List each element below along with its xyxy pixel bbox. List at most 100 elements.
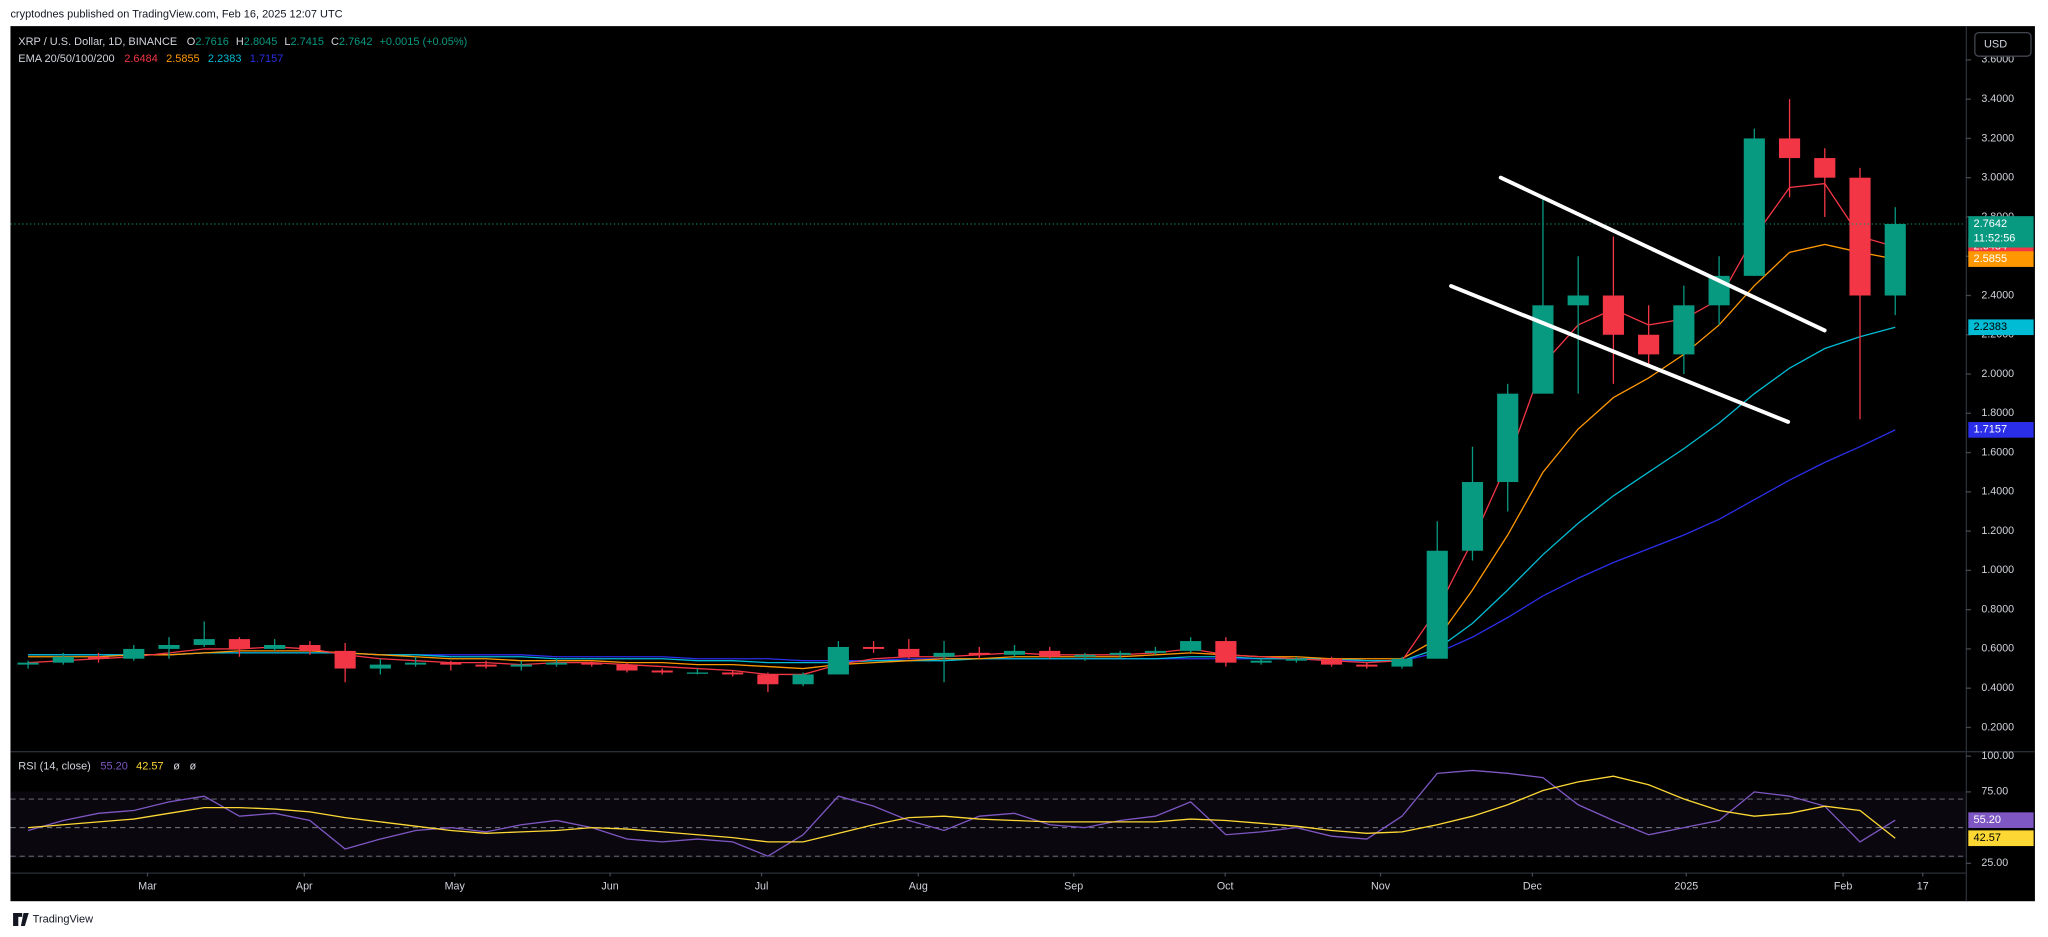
- rsi-tag-label: 42.57: [1974, 832, 2001, 844]
- price-tag: [1968, 216, 2034, 248]
- y-tick-label: 100.00: [1981, 750, 2014, 762]
- rsi-line: [28, 775, 1896, 843]
- candle-body: [369, 664, 391, 669]
- y-tick-label: 2.0000: [1981, 368, 2014, 380]
- y-tick-label: 1.0000: [1981, 564, 2014, 576]
- y-tick-label: 3.2000: [1981, 132, 2014, 144]
- price-tag-label: 2.5855: [1974, 253, 2008, 265]
- y-tick-label: 0.2000: [1981, 721, 2014, 733]
- ema-value: 1.7157: [250, 53, 284, 65]
- candle-body: [87, 656, 110, 659]
- x-tick-label: Feb: [1834, 881, 1852, 893]
- plot: 0.2000 0.4000 0.6000 0.8000 1.0000 1.2000 1.40…: [10, 54, 2014, 893]
- candle-body: [1743, 138, 1765, 276]
- candle-body: [792, 674, 814, 685]
- trendline: [1449, 284, 1791, 424]
- x-tick-label: Aug: [909, 881, 928, 893]
- rsi-legend: RSI (14, close) 55.20 42.57 ø ø: [18, 761, 196, 773]
- x-tick-label: Sep: [1064, 881, 1083, 893]
- candle-body: [510, 664, 532, 667]
- ohlc-key: O: [187, 36, 196, 48]
- candle-body: [1074, 654, 1096, 657]
- rsi-extra: ø: [190, 761, 197, 773]
- candle-body: [1532, 305, 1554, 394]
- candle-body: [1778, 138, 1801, 159]
- candle-body: [1884, 223, 1906, 296]
- candle-body: [52, 656, 74, 663]
- ema-title: EMA 20/50/100/200: [18, 53, 114, 65]
- price-tag-label: 2.7642: [1974, 218, 2008, 230]
- y-tick-label: 1.8000: [1981, 407, 2014, 419]
- currency-label[interactable]: USD: [1984, 38, 2007, 50]
- candle-body: [1461, 482, 1484, 551]
- candle-body: [1602, 295, 1624, 335]
- candle-body: [1638, 334, 1660, 355]
- candle-body: [863, 646, 885, 649]
- candle-body: [1391, 658, 1413, 667]
- candle-body: [545, 662, 568, 665]
- candle-body: [1814, 158, 1836, 178]
- brand: TradingView: [33, 913, 93, 925]
- candle-body: [1673, 305, 1695, 355]
- countdown: 11:52:56: [1974, 232, 2016, 244]
- candle-body: [334, 650, 356, 669]
- symbol: XRP / U.S. Dollar, 1D, BINANCE: [18, 36, 177, 48]
- candle-body: [1497, 393, 1519, 483]
- candle-body: [686, 672, 709, 674]
- price-tag-label: 1.7157: [1974, 424, 2008, 436]
- candle-body: [1003, 650, 1026, 655]
- candle-body: [968, 652, 990, 655]
- y-tick-label: 25.00: [1981, 857, 2008, 869]
- ohlc-value: 2.7642: [339, 36, 373, 48]
- ohlc-value: 2.7616: [195, 36, 229, 48]
- candle-body: [264, 644, 286, 649]
- candle-body: [1285, 658, 1307, 661]
- candle-body: [757, 674, 779, 685]
- price-tag: [1968, 251, 2034, 267]
- candle-body: [158, 644, 180, 649]
- currency-button[interactable]: [1974, 31, 2032, 57]
- x-tick-label: Nov: [1371, 881, 1391, 893]
- brand-logo: [13, 912, 29, 927]
- rsi-value: 42.57: [136, 761, 163, 773]
- ohlc-key: H: [236, 36, 244, 48]
- candle-body: [1144, 650, 1166, 653]
- candle-body: [1321, 658, 1343, 665]
- x-tick-label: Dec: [1523, 881, 1543, 893]
- candle-body: [651, 670, 673, 673]
- candle-body: [299, 644, 321, 651]
- x-tick-label: 17: [1917, 881, 1929, 893]
- ohlc-key: L: [284, 36, 290, 48]
- candle-body: [123, 648, 145, 659]
- candle-body: [1849, 177, 1871, 296]
- candle-body: [827, 646, 849, 675]
- x-tick-label: May: [445, 881, 466, 893]
- x-tick-label: Oct: [1217, 881, 1234, 893]
- candle-body: [440, 662, 462, 665]
- price-tag: [1968, 319, 2034, 336]
- y-tick-label: 1.6000: [1981, 446, 2014, 458]
- candle-body: [581, 662, 603, 665]
- trendline: [1498, 175, 1827, 333]
- candle-body: [616, 664, 638, 671]
- y-tick-label: 1.4000: [1981, 486, 2014, 498]
- candle-body: [228, 639, 251, 649]
- rsi-tag-label: 55.20: [1974, 814, 2001, 826]
- candle-body: [1426, 550, 1448, 659]
- y-tick-label: 75.00: [1981, 786, 2008, 798]
- candle-body: [1215, 641, 1237, 663]
- rsi-band: [10, 791, 1966, 859]
- candle-body: [722, 672, 744, 675]
- x-tick-label: Mar: [138, 881, 157, 893]
- ema-value: 2.5855: [166, 53, 200, 65]
- x-tick-label: 2025: [1674, 881, 1698, 893]
- y-tick-label: 3.6000: [1981, 54, 2014, 66]
- x-tick-label: Jun: [601, 881, 618, 893]
- y-tick-label: 2.4000: [1981, 289, 2014, 301]
- byline: cryptodnes published on TradingView.com,…: [10, 8, 342, 20]
- candle-body: [475, 664, 497, 667]
- y-tick-label: 0.6000: [1981, 643, 2014, 655]
- price-tag: [1968, 422, 2034, 438]
- candle-body: [1250, 660, 1272, 663]
